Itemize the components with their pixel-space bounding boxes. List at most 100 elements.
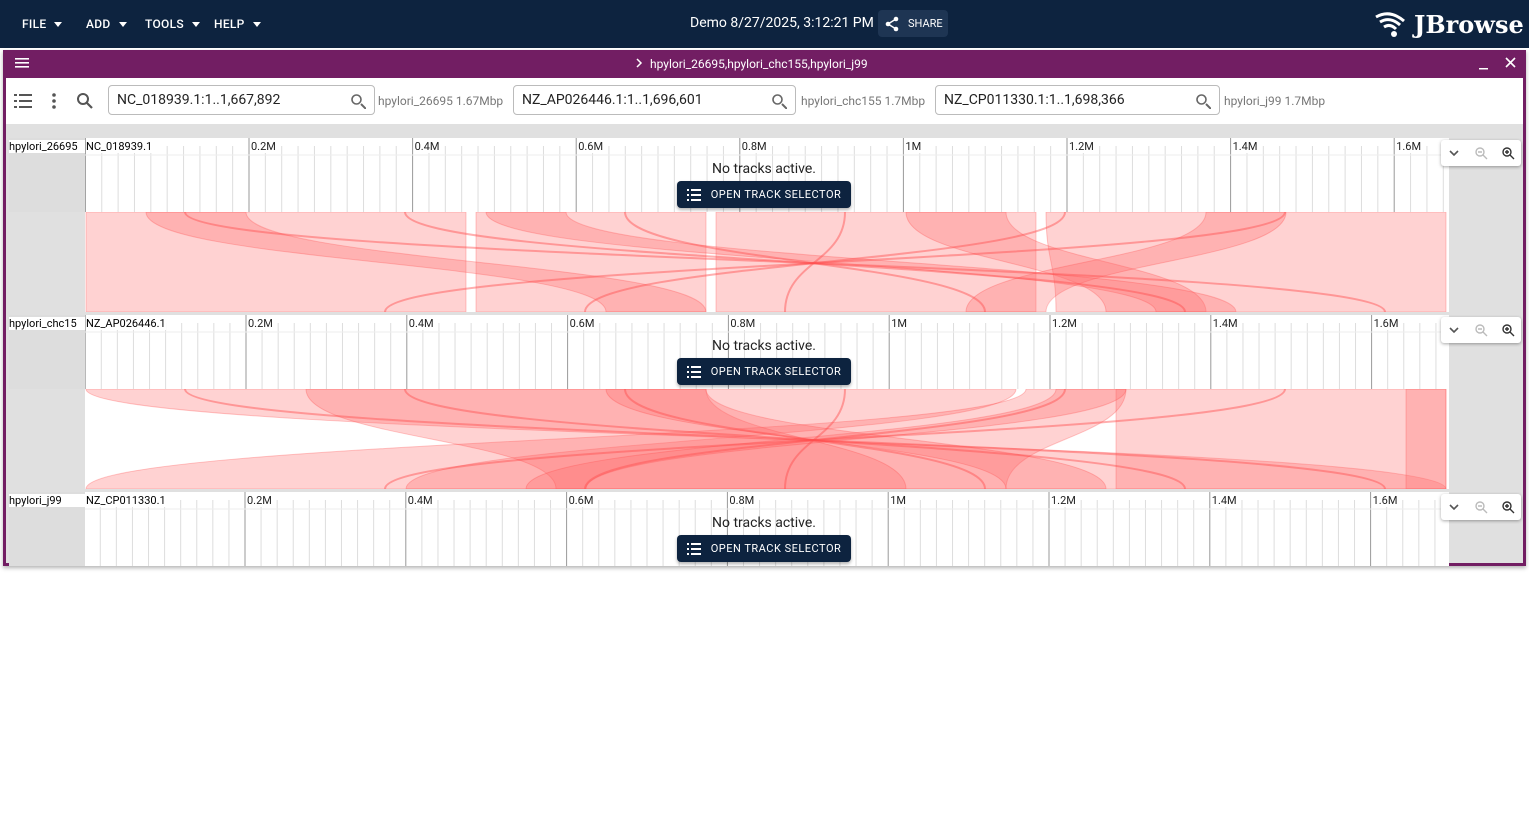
search-icon [772,94,787,109]
synteny-ribbon [525,389,1127,489]
ruler-tick-label: 0.8M [729,494,755,507]
synteny-ribbon [475,212,707,312]
synteny-line [384,389,1286,489]
session-title: Demo 8/27/2025, 3:12:21 PM [690,15,874,31]
menu-item[interactable]: ADD [86,17,127,31]
ruler-tick-label: 0.4M [414,140,440,153]
location-input[interactable]: NZ_AP026446.1:1..1,696,601 [513,85,796,115]
close-icon[interactable] [1505,57,1517,69]
view-menu-icon[interactable] [15,57,29,69]
synteny-ribbon [145,212,707,312]
search-icon [1196,94,1211,109]
synteny-ribbon [485,212,1237,312]
chevron-icon [636,58,643,68]
ruler-tick-label: 0.4M [408,317,434,330]
synteny-ribbon [1115,389,1447,489]
ruler-tick-label: 1M [905,140,922,153]
logo-text: JBrowse [1414,10,1524,39]
open-track-selector[interactable]: OPEN TRACK SELECTOR [677,358,851,385]
search-icon[interactable] [76,92,94,110]
ruler-tick-label: 0.6M [569,317,595,330]
location-input[interactable]: NZ_CP011330.1:1..1,698,366 [935,85,1220,115]
zoom-icons [1449,324,1515,337]
ruler-tick-label: 1.6M [1372,494,1398,507]
synteny-ribbon [85,389,1447,489]
location-input[interactable]: NC_018939.1:1..1,667,892 [108,85,375,115]
ruler-tick-label: 0.6M [568,494,594,507]
synteny-ribbon [1405,389,1447,489]
assembly-label: hpylori_chc155 1.7Mbp [801,94,926,108]
zoom-controls [1441,317,1521,343]
ruler-tick-label: 1.4M [1212,317,1238,330]
ruler-tick-label: 1.6M [1396,140,1422,153]
synteny-line [184,212,1386,312]
logo-icon [1375,12,1405,37]
button-label: OPEN TRACK SELECTOR [710,542,842,555]
synteny-line [404,212,1186,312]
assembly-name: hpylori_26695 [9,140,85,153]
ruler [85,492,1449,566]
synteny-ribbon [905,212,1207,312]
menu-item[interactable]: TOOLS [145,17,200,31]
ruler-tick-label: 0.8M [730,317,756,330]
assembly-label: hpylori_26695 1.67Mbp [378,94,504,108]
ruler-tick-label: 0.2M [247,494,272,507]
open-track-selector[interactable]: OPEN TRACK SELECTOR [677,535,851,562]
synteny-ribbon [715,212,1037,312]
view-title: hpylori_26695,hpylori_chc155,hpylori_j99 [650,57,868,71]
zoom-icons [1449,147,1515,160]
refname: NZ_AP026446.1 [86,317,166,330]
button-label: OPEN TRACK SELECTOR [710,188,842,201]
synteny-line [784,389,846,489]
ruler-tick-label: 0.2M [251,140,276,153]
synteny-ribbon [1045,212,1447,312]
search-icon [351,94,366,109]
assembly-name: hpylori_chc15 [9,317,85,330]
synteny-ribbon [305,389,907,489]
synteny-ribbon [85,212,467,312]
more-icon[interactable] [52,93,56,109]
synteny-line [784,212,846,312]
empty-message: No tracks active. [712,515,816,531]
ruler-tick-label: 1.2M [1052,317,1077,330]
list-icon [686,188,701,201]
refname: NC_018939.1 [86,140,153,153]
list-icon [686,542,701,555]
refname: NZ_CP011330.1 [86,494,166,507]
synteny-line [404,389,1186,489]
ruler-tick-label: 1.4M [1232,140,1258,153]
ruler [85,138,1449,212]
synteny-ribbon [85,389,1127,489]
view-header: hpylori_26695,hpylori_chc155,hpylori_j99 [6,50,1523,78]
synteny-line [184,389,1386,489]
track-list-icon[interactable] [14,94,32,108]
synteny-line [624,212,986,312]
ruler-tick-label: 1M [890,494,906,507]
open-track-selector[interactable]: OPEN TRACK SELECTOR [677,181,851,208]
synteny-line [384,212,1286,312]
share-button[interactable]: SHARE [878,10,948,37]
ruler-tick-label: 0.6M [578,140,604,153]
assembly-name: hpylori_j99 [9,494,85,507]
ruler-tick-label: 0.8M [741,140,767,153]
app-bar: Demo 8/27/2025, 3:12:21 PM SHARE JBrowse… [0,0,1529,48]
assembly-label: hpylori_j99 1.7Mbp [1224,94,1326,108]
menu-item[interactable]: FILE [22,17,62,31]
menu-item[interactable]: HELP [214,17,261,31]
synteny-band [85,212,1449,312]
minimize-icon[interactable] [1478,58,1490,70]
synteny-view: hpylori_26695,hpylori_chc155,hpylori_j99… [3,50,1526,566]
ruler-tick-label: 0.4M [407,494,433,507]
ruler-tick-label: 1M [891,317,907,330]
synteny-band [85,389,1449,489]
ruler-tick-label: 0.2M [248,317,273,330]
toolbar: NC_018939.1:1..1,667,892 hpylori_26695 1.… [6,78,1523,124]
share-label: SHARE [908,17,943,30]
button-label: OPEN TRACK SELECTOR [710,365,842,378]
synteny-line [584,389,1066,489]
empty-message: No tracks active. [712,161,816,177]
zoom-controls [1441,140,1521,166]
ruler-tick-label: 1.2M [1051,494,1076,507]
synteny-line [584,212,1066,312]
